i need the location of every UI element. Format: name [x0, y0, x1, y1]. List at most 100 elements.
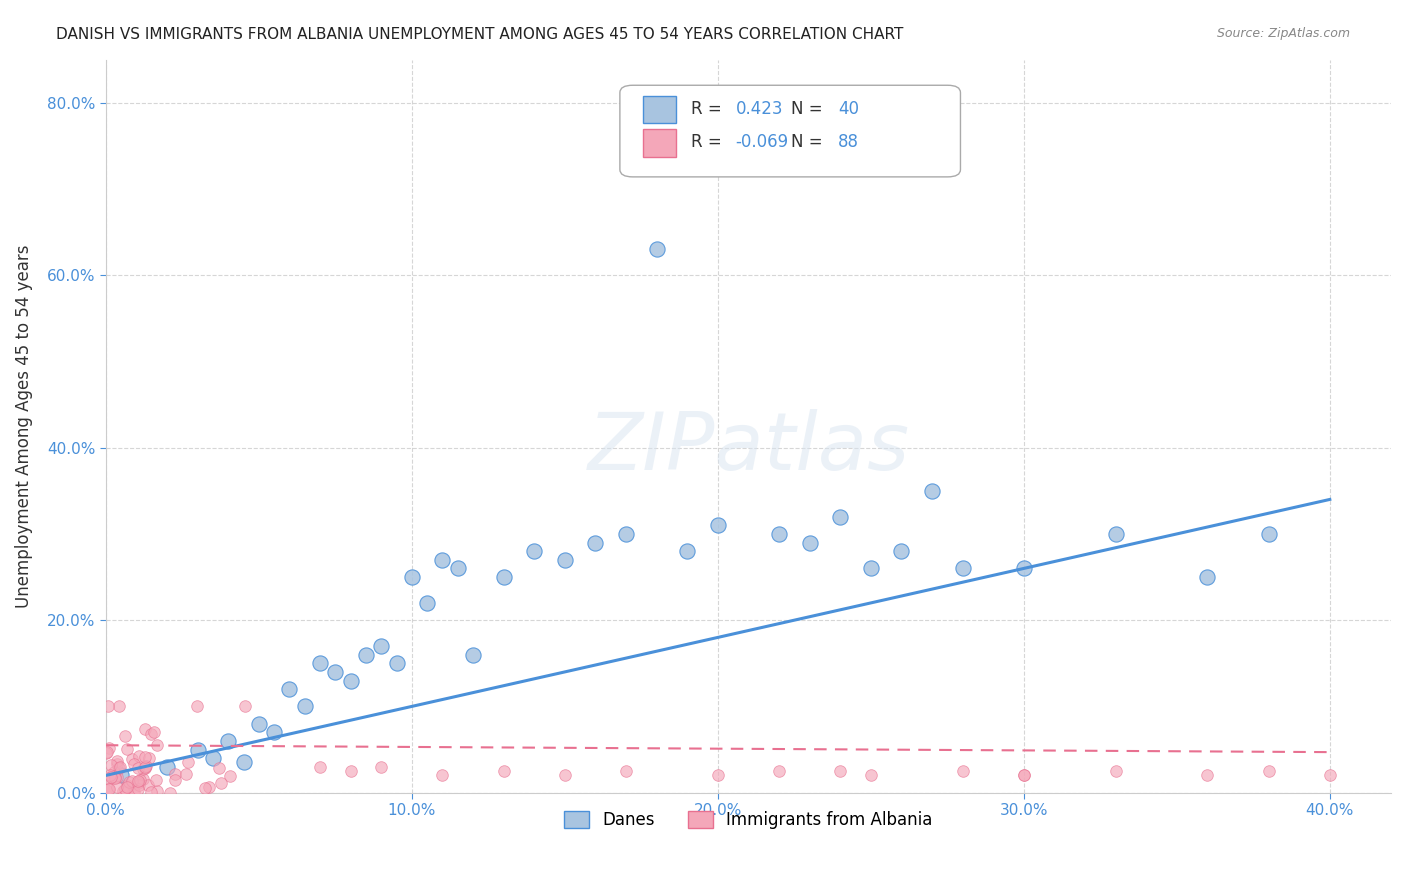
- Point: [339, 764, 361, 778]
- Point: [208, 761, 231, 775]
- Text: 40: 40: [838, 100, 859, 118]
- Point: [98, 782, 121, 797]
- Point: [354, 648, 377, 662]
- Point: [134, 722, 156, 736]
- Point: [105, 780, 128, 794]
- Text: 88: 88: [838, 134, 859, 152]
- Point: [105, 754, 128, 768]
- Text: N =: N =: [790, 134, 828, 152]
- Point: [105, 757, 128, 772]
- Point: [100, 758, 122, 772]
- Point: [323, 665, 346, 679]
- Point: [129, 772, 152, 787]
- Point: [278, 682, 301, 697]
- Point: [1257, 764, 1279, 778]
- Point: [370, 639, 392, 653]
- Point: [128, 749, 150, 764]
- FancyBboxPatch shape: [643, 129, 676, 157]
- Point: [370, 760, 392, 774]
- Point: [768, 764, 790, 778]
- Point: [194, 780, 217, 795]
- Point: [294, 699, 316, 714]
- Point: [97, 699, 120, 714]
- Point: [127, 773, 149, 788]
- Point: [859, 561, 882, 575]
- Point: [186, 699, 208, 714]
- Point: [1104, 764, 1126, 778]
- Point: [121, 752, 143, 766]
- Text: -0.069: -0.069: [735, 134, 789, 152]
- Point: [614, 527, 637, 541]
- Point: [108, 761, 131, 775]
- Point: [114, 729, 136, 743]
- Point: [952, 561, 974, 575]
- Point: [134, 750, 156, 764]
- Point: [146, 738, 169, 752]
- Point: [97, 782, 120, 797]
- Point: [176, 767, 198, 781]
- Point: [103, 771, 125, 785]
- Point: [1012, 561, 1035, 575]
- Point: [135, 758, 157, 772]
- Point: [132, 772, 155, 786]
- Point: [121, 785, 143, 799]
- Text: Source: ZipAtlas.com: Source: ZipAtlas.com: [1216, 27, 1350, 40]
- Point: [110, 768, 132, 782]
- Point: [128, 775, 150, 789]
- Point: [121, 773, 143, 788]
- Point: [127, 761, 149, 775]
- Point: [1319, 768, 1341, 782]
- Point: [163, 767, 186, 781]
- Point: [1257, 527, 1279, 541]
- Point: [492, 764, 515, 778]
- Point: [768, 527, 790, 541]
- Point: [134, 759, 156, 773]
- Point: [492, 570, 515, 584]
- Point: [187, 742, 209, 756]
- Point: [859, 768, 882, 782]
- Point: [1012, 768, 1035, 782]
- Point: [100, 768, 122, 782]
- Point: [127, 775, 149, 789]
- Point: [614, 764, 637, 778]
- Point: [134, 761, 156, 775]
- Point: [676, 544, 699, 558]
- Point: [385, 657, 408, 671]
- Point: [128, 778, 150, 792]
- Point: [136, 778, 159, 792]
- Text: DANISH VS IMMIGRANTS FROM ALBANIA UNEMPLOYMENT AMONG AGES 45 TO 54 YEARS CORRELA: DANISH VS IMMIGRANTS FROM ALBANIA UNEMPL…: [56, 27, 904, 42]
- Point: [138, 751, 160, 765]
- Point: [100, 770, 122, 784]
- Text: R =: R =: [690, 100, 727, 118]
- Point: [952, 764, 974, 778]
- Point: [432, 553, 454, 567]
- Point: [198, 780, 221, 795]
- Point: [103, 764, 125, 779]
- Point: [921, 483, 943, 498]
- Point: [146, 784, 169, 798]
- Point: [217, 734, 239, 748]
- Point: [1197, 570, 1219, 584]
- Text: 0.423: 0.423: [735, 100, 783, 118]
- Point: [159, 786, 181, 800]
- Point: [890, 544, 912, 558]
- Point: [432, 768, 454, 782]
- Point: [122, 756, 145, 771]
- Point: [94, 746, 117, 760]
- Point: [645, 243, 668, 257]
- Point: [107, 699, 129, 714]
- Point: [103, 771, 125, 785]
- FancyBboxPatch shape: [620, 86, 960, 177]
- Text: N =: N =: [790, 100, 828, 118]
- Point: [401, 570, 423, 584]
- Point: [209, 776, 232, 790]
- Point: [523, 544, 546, 558]
- Point: [156, 760, 179, 774]
- Text: R =: R =: [690, 134, 727, 152]
- FancyBboxPatch shape: [643, 95, 676, 123]
- Point: [554, 553, 576, 567]
- Point: [104, 770, 127, 784]
- Point: [96, 745, 118, 759]
- Point: [554, 768, 576, 782]
- Point: [309, 760, 332, 774]
